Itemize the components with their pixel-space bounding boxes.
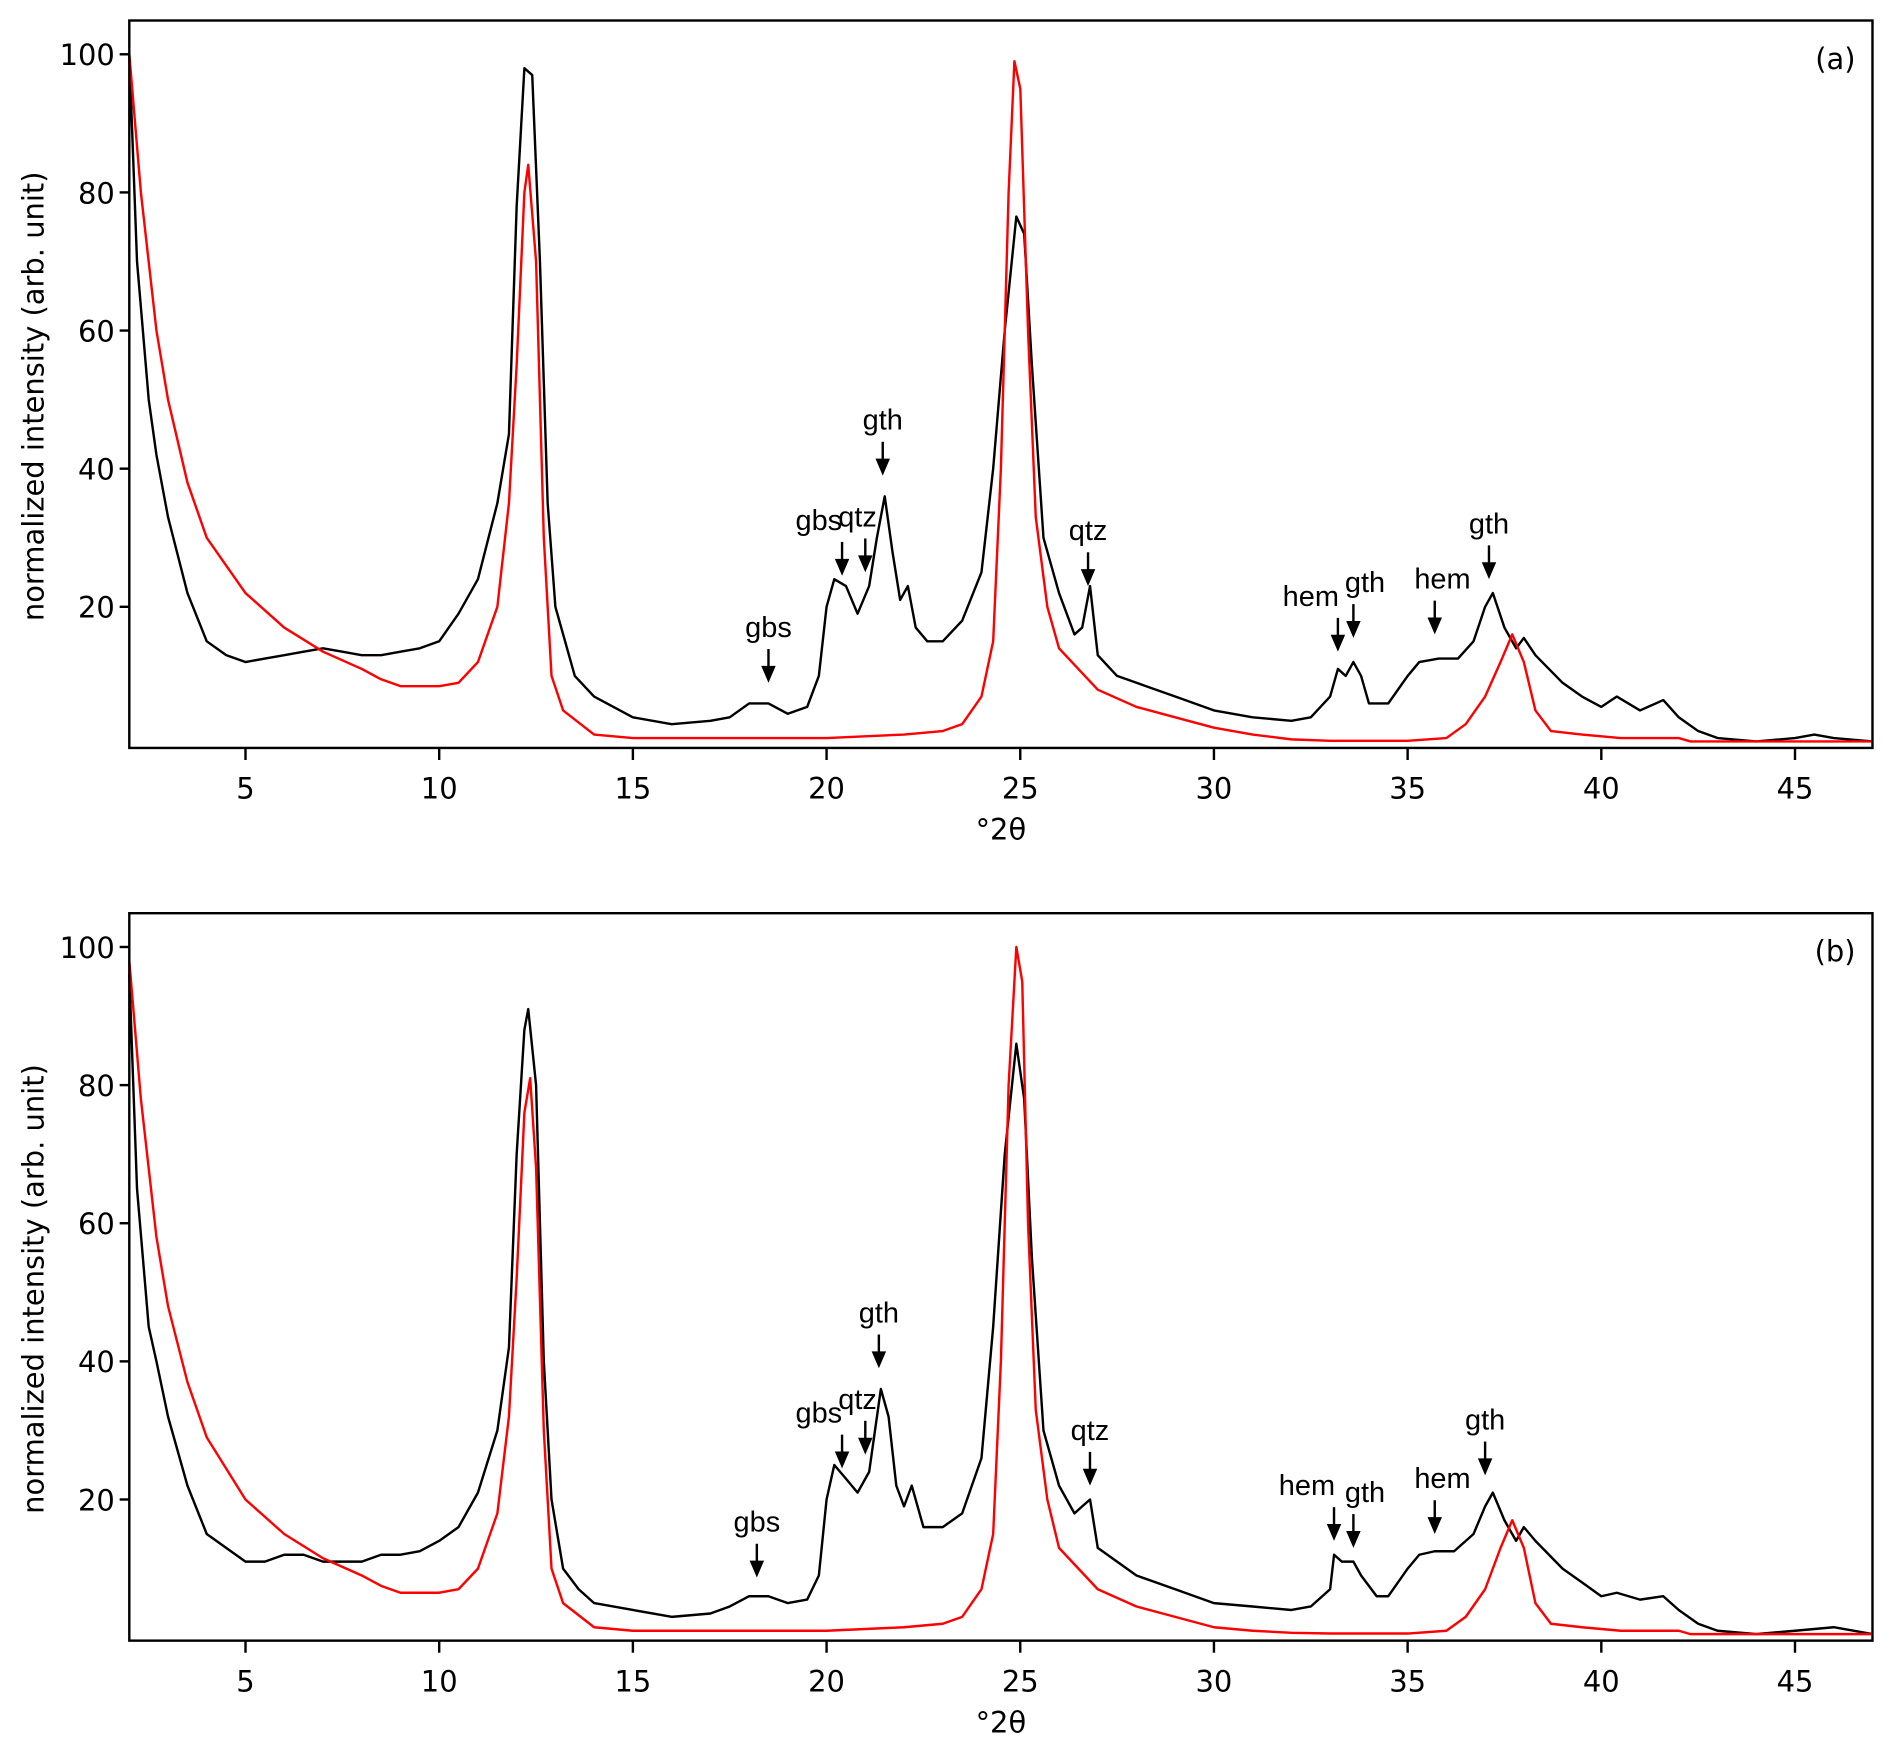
x-tick-label: 25 — [1002, 772, 1039, 806]
annotation-label: hem — [1279, 1470, 1335, 1502]
arrow-down-icon — [1346, 1530, 1361, 1548]
x-tick-label: 5 — [236, 772, 254, 806]
panel-label: (a) — [1815, 42, 1855, 76]
x-tick-label: 20 — [808, 1664, 845, 1698]
x-tick-label: 20 — [808, 772, 845, 806]
arrow-down-icon — [1477, 1458, 1493, 1476]
annotation-label: gbs — [734, 1507, 781, 1539]
annotation-gbs: gbs — [745, 612, 792, 683]
arrow-down-icon — [871, 1351, 887, 1369]
annotation-label: gbs — [745, 612, 792, 644]
y-axis-label: normalized intensity (arb. unit) — [17, 1064, 51, 1514]
x-tick-label: 40 — [1583, 772, 1620, 806]
arrow-down-icon — [858, 1437, 873, 1455]
x-axis-label: °2θ — [976, 1705, 1027, 1739]
x-tick-label: 30 — [1196, 772, 1233, 806]
arrow-down-icon — [1346, 620, 1361, 638]
annotation-qtz: qtz — [838, 501, 877, 573]
plot-frame — [128, 19, 1874, 750]
annotation-gth: gth — [1345, 1477, 1385, 1548]
series-black-line — [128, 54, 1873, 743]
annotation-hem: hem — [1283, 581, 1346, 652]
annotation-label: gth — [1345, 567, 1385, 599]
arrow-down-icon — [834, 1451, 850, 1469]
arrow-down-icon — [1080, 569, 1096, 587]
x-axis-label: °2θ — [976, 813, 1027, 847]
y-tick-label: 80 — [78, 176, 115, 210]
annotation-label: hem — [1283, 581, 1339, 613]
x-tick-label: 30 — [1196, 1664, 1233, 1698]
arrow-down-icon — [858, 555, 873, 573]
annotation-gth: gth — [1465, 1404, 1505, 1476]
series-red-line — [128, 54, 1873, 743]
series-black-line — [128, 974, 1873, 1636]
plot-frame — [128, 912, 1874, 1642]
x-tick-label: 25 — [1002, 1664, 1039, 1698]
series-red-line — [128, 945, 1873, 1636]
annotation-qtz: qtz — [838, 1384, 877, 1455]
annotation-label: qtz — [838, 501, 877, 533]
annotation-label: hem — [1414, 1463, 1470, 1495]
x-tick-label: 10 — [421, 772, 458, 806]
arrow-down-icon — [1427, 1517, 1442, 1535]
arrow-down-icon — [1481, 562, 1497, 580]
arrow-down-icon — [1326, 1524, 1342, 1541]
arrow-down-icon — [761, 665, 776, 683]
y-tick-label: 20 — [78, 591, 115, 625]
annotation-gth: gth — [859, 1297, 899, 1369]
annotation-gth: gth — [1469, 508, 1509, 580]
panel-a: 5 10 15 20 25 30 35 40 45 20 40 60 80 100 °2θ normalize… — [17, 19, 1874, 847]
y-tick-label: 20 — [78, 1483, 115, 1517]
annotation-qtz: qtz — [1069, 515, 1108, 587]
y-tick-label: 60 — [78, 314, 115, 348]
annotation-label: qtz — [838, 1384, 877, 1416]
annotation-label: gbs — [795, 1398, 842, 1430]
annotation-gbs: gbs — [795, 1398, 850, 1469]
annotation-label: gth — [1345, 1477, 1385, 1509]
x-tick-label: 15 — [614, 772, 651, 806]
annotation-label: gth — [863, 405, 903, 437]
annotation-label: gbs — [795, 505, 842, 537]
panel-label: (b) — [1815, 934, 1856, 968]
annotation-label: gth — [1465, 1404, 1505, 1436]
panel-b: 5 10 15 20 25 30 35 40 45 20 40 60 80 100 °2θ normalize… — [17, 912, 1874, 1739]
x-tick-label: 45 — [1777, 1664, 1814, 1698]
arrow-down-icon — [1082, 1468, 1098, 1486]
y-tick-label: 40 — [78, 1345, 115, 1379]
annotation-gbs: gbs — [795, 505, 850, 576]
arrow-down-icon — [834, 558, 850, 576]
x-tick-label: 10 — [421, 1664, 458, 1698]
arrow-down-icon — [875, 458, 890, 476]
y-tick-label: 100 — [60, 38, 115, 72]
x-tick-label: 40 — [1583, 1664, 1620, 1698]
annotation-label: qtz — [1071, 1415, 1110, 1447]
arrow-down-icon — [1427, 617, 1442, 635]
annotation-hem: hem — [1279, 1470, 1342, 1541]
y-axis-label: normalized intensity (arb. unit) — [17, 171, 51, 621]
annotation-gbs: gbs — [734, 1507, 781, 1578]
annotation-label: gth — [859, 1297, 899, 1329]
x-tick-label: 5 — [236, 1664, 254, 1698]
annotation-label: gth — [1469, 508, 1509, 540]
arrow-down-icon — [1330, 634, 1346, 652]
arrow-down-icon — [749, 1560, 765, 1578]
annotation-hem: hem — [1414, 564, 1471, 635]
y-tick-label: 60 — [78, 1207, 115, 1241]
x-tick-label: 35 — [1389, 772, 1426, 806]
y-tick-label: 40 — [78, 453, 115, 487]
x-tick-label: 45 — [1777, 772, 1814, 806]
annotation-label: hem — [1414, 564, 1470, 596]
annotation-label: qtz — [1069, 515, 1108, 547]
annotation-gth: gth — [1345, 567, 1385, 638]
x-tick-label: 15 — [614, 1664, 651, 1698]
annotation-hem: hem — [1414, 1463, 1471, 1535]
y-tick-label: 100 — [60, 931, 115, 965]
y-tick-label: 80 — [78, 1069, 115, 1103]
annotation-gth: gth — [863, 405, 903, 476]
x-tick-label: 35 — [1389, 1664, 1426, 1698]
annotation-qtz: qtz — [1071, 1415, 1110, 1486]
